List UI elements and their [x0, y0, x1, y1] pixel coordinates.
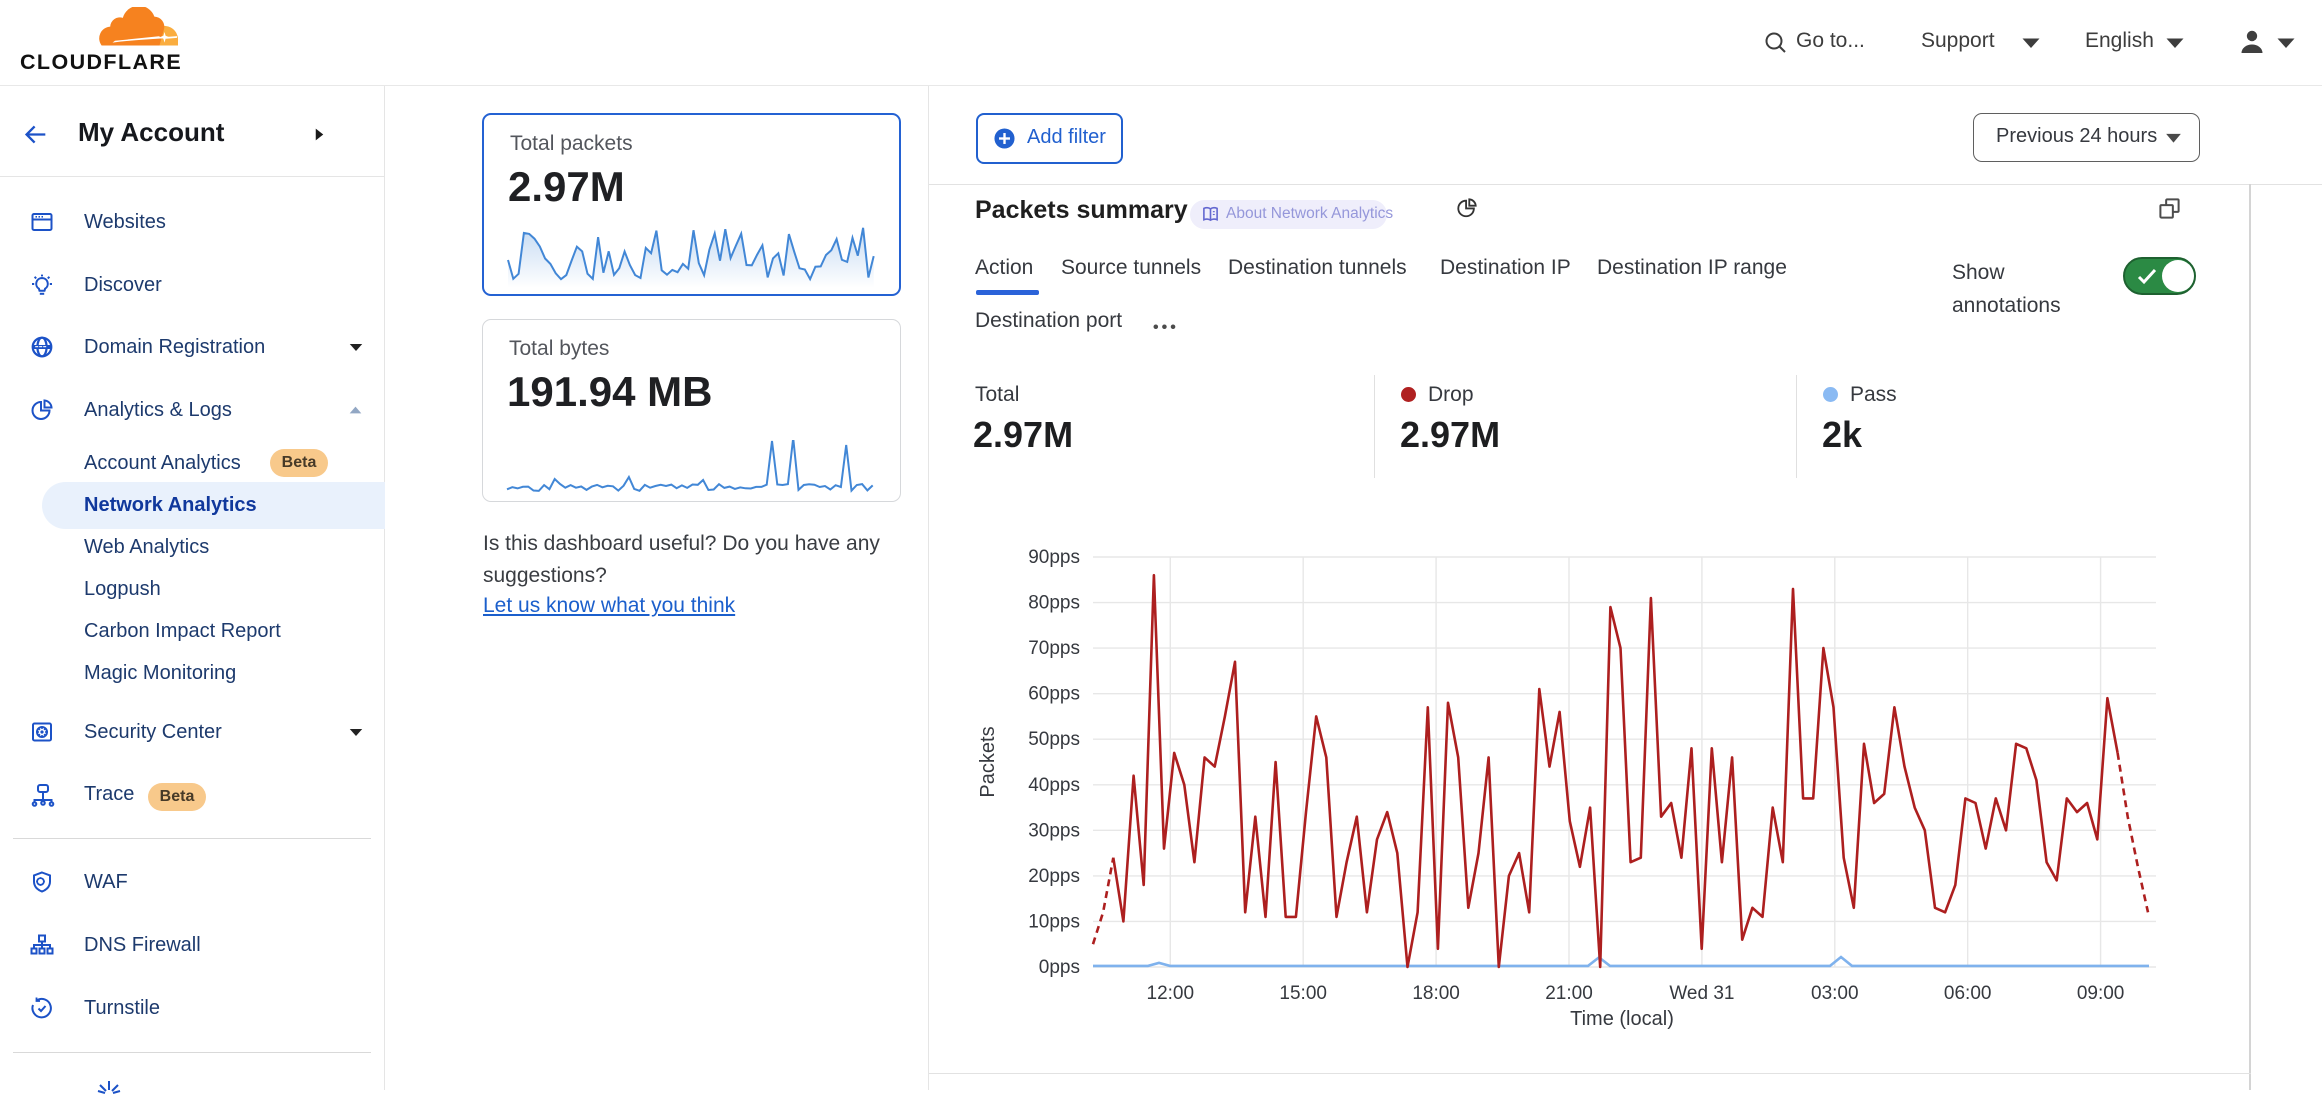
svg-text:10pps: 10pps [1028, 911, 1080, 932]
svg-text:03:00: 03:00 [1811, 983, 1859, 1004]
svg-text:20pps: 20pps [1028, 866, 1080, 887]
svg-text:90pps: 90pps [1028, 547, 1080, 568]
svg-text:15:00: 15:00 [1279, 983, 1327, 1004]
svg-text:18:00: 18:00 [1412, 983, 1460, 1004]
svg-text:70pps: 70pps [1028, 638, 1080, 659]
svg-text:Time (local): Time (local) [1570, 1008, 1674, 1030]
svg-text:50pps: 50pps [1028, 729, 1080, 750]
svg-text:21:00: 21:00 [1545, 983, 1593, 1004]
svg-text:Packets: Packets [977, 726, 999, 797]
svg-text:60pps: 60pps [1028, 684, 1080, 705]
svg-text:12:00: 12:00 [1147, 983, 1195, 1004]
svg-text:06:00: 06:00 [1944, 983, 1992, 1004]
svg-text:30pps: 30pps [1028, 820, 1080, 841]
svg-text:Wed 31: Wed 31 [1669, 983, 1734, 1004]
svg-text:0pps: 0pps [1039, 957, 1080, 978]
svg-text:80pps: 80pps [1028, 593, 1080, 614]
svg-text:09:00: 09:00 [2077, 983, 2125, 1004]
svg-text:40pps: 40pps [1028, 775, 1080, 796]
